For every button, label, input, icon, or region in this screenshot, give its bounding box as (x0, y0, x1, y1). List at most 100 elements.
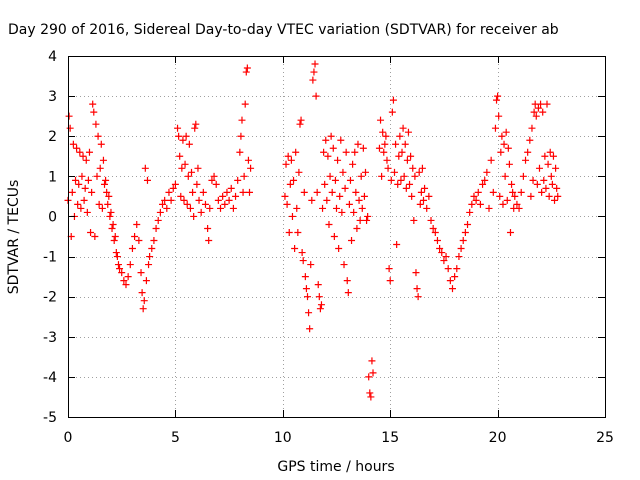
data-point (541, 152, 549, 160)
data-point (369, 369, 377, 377)
data-point (368, 357, 376, 365)
data-point (406, 180, 414, 188)
data-point (345, 200, 353, 208)
data-point (69, 140, 77, 148)
data-point (328, 188, 336, 196)
x-tick-label: 10 (274, 430, 292, 446)
data-point (500, 140, 508, 148)
data-point (68, 188, 76, 196)
data-point (286, 180, 294, 188)
y-tick-label: -4 (43, 370, 57, 386)
data-point (163, 204, 171, 212)
data-point (333, 204, 340, 212)
x-axis-title: GPS time / hours (277, 459, 394, 475)
data-point (96, 164, 104, 172)
data-point (552, 164, 560, 172)
data-point (554, 192, 562, 200)
data-point (395, 152, 403, 160)
data-point (346, 176, 354, 184)
data-point (407, 152, 415, 160)
y-tick-label: 1 (48, 169, 57, 185)
data-point (85, 148, 93, 156)
data-point (353, 224, 361, 232)
data-point (74, 200, 82, 208)
data-point (95, 200, 103, 208)
data-point (97, 140, 105, 148)
x-tick-label: 25 (596, 430, 614, 446)
data-point (497, 148, 505, 156)
data-point (122, 281, 130, 289)
data-point (343, 277, 351, 285)
data-point (306, 325, 314, 333)
data-point (78, 172, 86, 180)
data-point (544, 160, 552, 168)
data-point (367, 393, 375, 401)
data-point (307, 261, 315, 269)
data-point (141, 164, 149, 172)
data-point (108, 224, 116, 232)
data-point (382, 132, 390, 140)
data-point (385, 265, 393, 273)
data-point (403, 156, 411, 164)
data-point (137, 269, 145, 277)
data-point (111, 233, 119, 240)
data-point (92, 120, 100, 128)
data-point (214, 196, 222, 204)
data-point (91, 233, 99, 240)
data-point (146, 253, 154, 261)
data-point (84, 176, 92, 184)
data-point (400, 172, 408, 180)
data-point (549, 152, 557, 160)
data-point (455, 253, 463, 261)
data-point (201, 200, 209, 208)
data-point (534, 104, 542, 112)
data-point (135, 237, 143, 245)
data-point (491, 124, 499, 132)
data-point (169, 184, 177, 192)
data-point (150, 237, 158, 245)
data-point (502, 128, 510, 136)
y-tick-label: -3 (43, 330, 57, 346)
data-point (193, 180, 201, 188)
data-point (73, 144, 81, 152)
data-point (330, 233, 338, 240)
data-point (524, 148, 532, 156)
data-point (446, 277, 454, 285)
data-point (113, 253, 121, 261)
data-point (545, 192, 553, 200)
data-point (338, 208, 346, 216)
data-point (128, 245, 136, 253)
data-point (131, 233, 139, 240)
data-point (546, 148, 554, 156)
data-point (120, 277, 128, 285)
data-point (223, 188, 231, 196)
y-tick-label: -1 (43, 250, 57, 266)
data-point (190, 212, 198, 220)
data-point (356, 216, 364, 224)
data-point (315, 293, 323, 301)
data-points (64, 60, 562, 401)
data-point (485, 204, 493, 212)
data-point (296, 120, 304, 128)
data-point (421, 184, 429, 192)
data-point (177, 192, 185, 200)
data-point (206, 204, 214, 212)
data-point (459, 237, 467, 245)
data-point (466, 208, 474, 216)
data-point (404, 128, 412, 136)
data-point (89, 100, 97, 108)
data-point (339, 168, 347, 176)
data-point (159, 200, 167, 208)
data-point (414, 293, 422, 301)
data-point (419, 196, 427, 204)
data-point (431, 228, 439, 236)
y-tick-label: 0 (48, 209, 57, 225)
data-point (390, 168, 398, 176)
data-point (401, 140, 409, 148)
data-point (240, 172, 248, 180)
data-point (519, 172, 527, 180)
data-point (322, 136, 330, 144)
data-point (355, 196, 363, 204)
y-tick-label: -2 (43, 290, 57, 306)
data-point (225, 196, 233, 204)
